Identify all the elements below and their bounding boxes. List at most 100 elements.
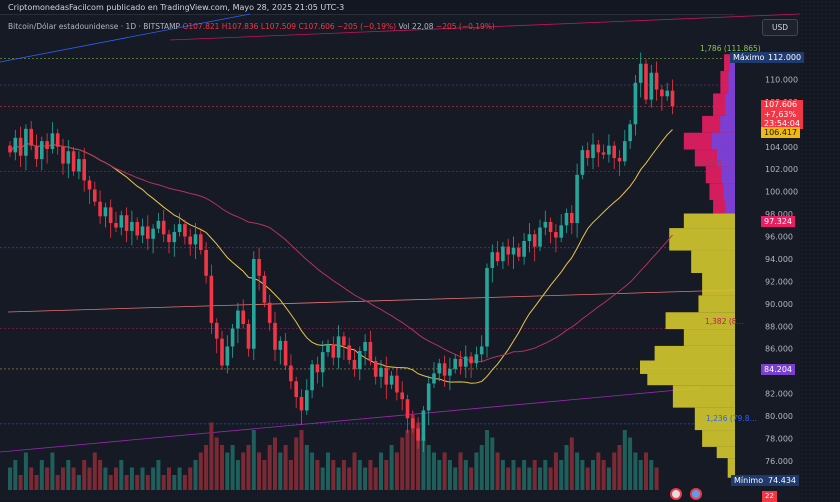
candle-body — [220, 338, 224, 366]
candle-body — [400, 392, 404, 400]
candle-body — [469, 356, 473, 364]
volume-bar — [479, 445, 484, 490]
volume-profile-bar — [694, 407, 735, 431]
candle-body — [442, 363, 447, 376]
price-axis-tick: 82.000 — [765, 390, 793, 399]
volume-profile-bar — [691, 250, 735, 273]
volume-bar — [304, 445, 309, 490]
volume-bar — [538, 467, 542, 490]
volume-bar — [82, 460, 87, 490]
candle-body — [167, 234, 171, 243]
volume-bar — [633, 452, 638, 490]
volume-bar — [384, 460, 389, 490]
volume-profile-bar — [698, 295, 735, 313]
candle-body — [479, 346, 484, 355]
volume-bar — [156, 460, 161, 490]
volume-bar — [45, 467, 50, 490]
candle-body — [273, 322, 277, 350]
volume-profile-bar — [723, 183, 735, 201]
price-axis-tick: 80.000 — [765, 412, 793, 421]
flag-icon[interactable] — [690, 488, 702, 500]
volume-profile-bar — [721, 166, 735, 184]
candle-body — [501, 246, 505, 262]
volume-bar — [61, 467, 65, 490]
volume-bar — [580, 460, 585, 490]
symbol-name[interactable]: Bitcoin/Dólar estadounidense · 1D · BITS… — [8, 22, 181, 31]
candle-body — [177, 224, 182, 233]
volume-bar — [495, 452, 500, 490]
volume-bar — [161, 475, 166, 490]
volume-bar — [29, 467, 34, 490]
trendline — [0, 13, 251, 63]
volume-bar — [405, 430, 410, 490]
max-value-tag: 112.000 — [765, 52, 805, 63]
candle-body — [633, 82, 638, 125]
candle-body — [135, 221, 139, 236]
volume-bar — [596, 452, 601, 490]
volume-bar — [373, 467, 378, 490]
ma-slow-line — [9, 143, 673, 363]
price-chart[interactable]: 112.000110.000108.000106.000104.000102.0… — [0, 0, 800, 500]
last-price-tag: 107.606 +7,63% 23:54:04 — [761, 100, 803, 129]
candle-body — [71, 151, 76, 172]
price-axis-tick: 90.000 — [765, 300, 793, 309]
candle-body — [426, 383, 431, 411]
flag-icon[interactable] — [670, 488, 682, 500]
candle-body — [236, 310, 240, 329]
volume-bar — [182, 475, 187, 490]
price-axis-tick: 98.000 — [765, 210, 793, 219]
candle-body — [241, 310, 245, 325]
volume-profile-bar — [727, 458, 735, 478]
volume-bar — [55, 475, 60, 490]
volume-bar — [209, 422, 214, 490]
candle-body — [93, 189, 97, 202]
trendline — [169, 13, 800, 41]
candle-body — [347, 345, 351, 360]
volume-bar — [485, 430, 489, 490]
volume-bar — [230, 445, 235, 490]
volume-bar — [119, 460, 124, 490]
candle-body — [543, 221, 548, 228]
candle-body — [628, 124, 632, 142]
currency-button[interactable]: USD — [762, 19, 798, 36]
candle-body — [511, 247, 516, 255]
candle-body — [82, 159, 86, 181]
price-axis-tick: 104.000 — [765, 143, 798, 152]
bar-countdown: 23:54:04 — [764, 119, 800, 128]
candle-body — [98, 201, 102, 217]
fib-label-1786: 1,786 (111.865) — [700, 44, 761, 53]
candle-body — [649, 72, 654, 100]
ohlc-change: −205 (−0,19%) — [337, 22, 397, 31]
volume-profile-bar — [728, 71, 735, 94]
candle-body — [193, 234, 198, 245]
volume-change: −205 (−0,19%) — [435, 22, 495, 31]
candle-body — [326, 344, 330, 353]
candle-body — [103, 207, 108, 217]
candle-body — [575, 174, 579, 224]
volume-bar — [50, 452, 55, 490]
volume-profile-bar — [702, 430, 735, 447]
last-price: 107.606 — [764, 100, 798, 109]
ohlc-open: O107.821 — [182, 22, 220, 31]
volume-bar — [437, 460, 442, 490]
candle-body — [87, 180, 92, 190]
ohlc-close: C107.606 — [298, 22, 335, 31]
last-change: +7,63% — [764, 109, 797, 119]
candle-body — [384, 367, 389, 385]
candle-body — [225, 346, 230, 366]
candle-body — [458, 358, 463, 367]
candle-body — [538, 227, 542, 247]
candle-body — [570, 212, 574, 224]
volume-bar — [235, 460, 240, 490]
volume-bar — [214, 437, 219, 490]
candle-body — [437, 363, 442, 374]
volume-bar — [548, 467, 553, 490]
candle-body — [617, 157, 622, 162]
candle-body — [559, 225, 563, 238]
volume-profile-bar — [716, 149, 735, 167]
candle-body — [623, 141, 627, 162]
volume-bar — [575, 452, 580, 490]
candle-body — [13, 137, 18, 153]
candle-body — [8, 145, 12, 153]
candle-body — [331, 344, 336, 358]
